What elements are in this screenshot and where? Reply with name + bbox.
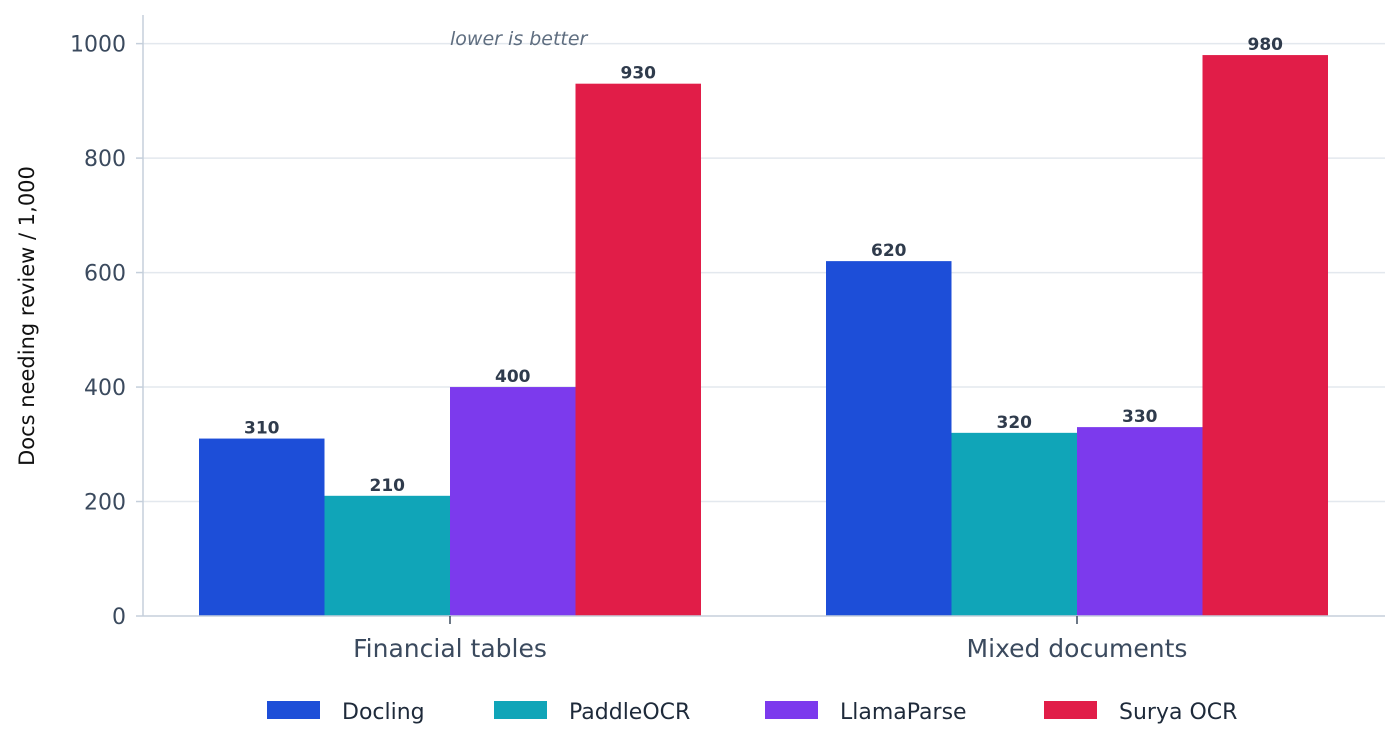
y-axis-label: Docs needing review / 1,000 xyxy=(15,166,39,466)
annotation-text: lower is better xyxy=(450,28,589,50)
legend-label: LlamaParse xyxy=(840,700,967,725)
x-tick-label: Mixed documents xyxy=(967,634,1188,663)
bar-value-label: 620 xyxy=(871,241,907,261)
y-tick-label: 1000 xyxy=(70,33,126,58)
y-tick-label: 0 xyxy=(112,605,126,630)
legend-swatch xyxy=(765,701,818,719)
bar-value-label: 210 xyxy=(370,476,406,496)
bar-value-label: 310 xyxy=(244,419,280,439)
bar-value-label: 330 xyxy=(1122,407,1158,427)
bar-value-label: 400 xyxy=(495,367,531,387)
bar xyxy=(324,495,450,616)
legend-label: Surya OCR xyxy=(1119,700,1237,725)
legend-label: Docling xyxy=(342,700,425,725)
legend-label: PaddleOCR xyxy=(569,700,690,725)
bar xyxy=(575,83,701,616)
bars xyxy=(199,55,1328,617)
y-tick-label: 600 xyxy=(84,262,126,287)
bar xyxy=(1202,55,1328,617)
legend-swatch xyxy=(1044,701,1097,719)
y-tick-label: 200 xyxy=(84,491,126,516)
bar-value-label: 320 xyxy=(997,413,1033,433)
bar xyxy=(450,387,576,616)
y-tick-label: 800 xyxy=(84,147,126,172)
x-ticks: Financial tables Mixed documents xyxy=(353,616,1187,663)
y-tick-label: 400 xyxy=(84,376,126,401)
bar xyxy=(826,261,952,616)
legend-swatch xyxy=(494,701,547,719)
bar-value-labels: 310 210 400 930 620 320 330 980 xyxy=(244,35,1283,496)
bar-value-label: 930 xyxy=(621,64,657,84)
bar xyxy=(199,438,325,616)
axes xyxy=(142,15,1385,617)
legend: Docling PaddleOCR LlamaParse Surya OCR xyxy=(267,700,1237,725)
bar xyxy=(951,432,1077,616)
bar xyxy=(1077,427,1203,616)
bar-value-label: 980 xyxy=(1248,35,1284,55)
y-ticks: 0 200 400 600 800 1000 xyxy=(70,33,143,630)
legend-swatch xyxy=(267,701,320,719)
x-tick-label: Financial tables xyxy=(353,634,547,663)
